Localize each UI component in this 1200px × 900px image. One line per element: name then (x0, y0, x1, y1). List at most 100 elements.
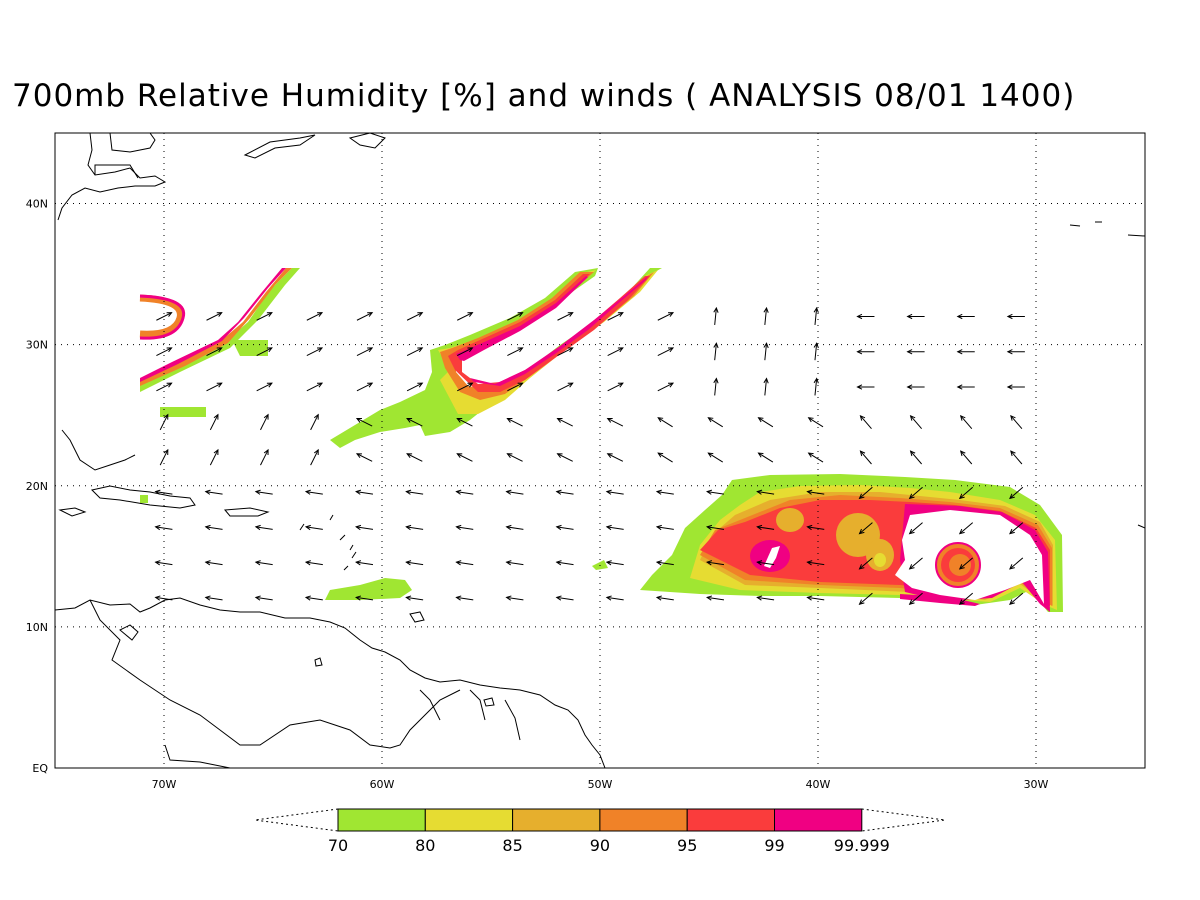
coastline-south-america (119, 624, 139, 641)
wind-arrow (310, 448, 319, 466)
wind-arrow (763, 342, 769, 361)
wind-arrow (405, 560, 424, 566)
wind-arrow (457, 312, 474, 321)
wind-arrow (858, 592, 873, 605)
wind-arrow (1006, 313, 1025, 320)
wind-arrow (958, 486, 974, 500)
dry-spot (764, 546, 780, 568)
wind-arrow (657, 347, 675, 356)
wind-arrow (555, 595, 574, 601)
colorbar-label: 80 (415, 836, 435, 855)
humidity-blob (160, 407, 206, 417)
wind-arrow (256, 347, 273, 356)
wind-arrow (355, 595, 374, 601)
wind-arrow (406, 417, 423, 427)
wind-arrow (555, 560, 574, 566)
wind-arrow (1009, 522, 1024, 535)
wind-arrow (304, 489, 323, 495)
coastline-south-america (55, 597, 606, 768)
wind-arrow (908, 486, 923, 500)
wind-arrow (204, 489, 223, 495)
colorbar: 70 80 85 90 95 99 99.999 (254, 808, 946, 855)
colorbar-swatch (424, 808, 514, 832)
colorbar-extension-left (254, 808, 339, 832)
wind-arrow (1009, 592, 1024, 605)
coastline-azores (1069, 221, 1102, 227)
wind-arrow (756, 595, 775, 601)
wind-arrow (813, 342, 819, 361)
wind-arrow (455, 489, 474, 495)
wind-arrow (507, 312, 524, 321)
wind-arrow (858, 486, 873, 500)
wind-arrow (209, 413, 219, 431)
coastline-islands (299, 514, 357, 571)
wind-arrow (405, 524, 424, 531)
colorbar-label: 99 (764, 836, 784, 855)
wind-arrow (455, 560, 474, 566)
colorbar-swatch (599, 808, 688, 832)
wind-arrow (756, 524, 775, 531)
humidity-blob (949, 554, 971, 576)
coastline-africa (1127, 234, 1145, 529)
wind-arrow (505, 560, 524, 566)
humidity-band (140, 268, 286, 382)
wind-arrow (254, 489, 273, 495)
humidity-band (232, 340, 268, 356)
wind-arrow (806, 524, 825, 531)
wind-arrow (856, 384, 875, 390)
wind-arrow (655, 524, 674, 531)
humidity-blob (325, 578, 412, 600)
lon-tick-label: 50W (588, 778, 613, 791)
wind-arrow (657, 452, 673, 463)
wind-arrow (705, 595, 725, 601)
humidity-band (440, 272, 654, 400)
wind-arrow (456, 453, 473, 462)
humidity-arc (139, 294, 184, 338)
wind-arrow (505, 524, 524, 531)
coastline-bahamas (61, 429, 136, 471)
wind-vectors (154, 306, 1025, 605)
wind-arrow (355, 489, 374, 495)
wind-arrow (355, 417, 373, 427)
wind-arrow (204, 560, 223, 566)
wind-arrow (959, 414, 973, 430)
wind-arrow (606, 417, 624, 427)
wind-arrow (154, 524, 173, 531)
wind-arrow (557, 347, 574, 356)
lat-lon-grid (55, 133, 1145, 768)
wind-arrow (956, 313, 975, 320)
wind-arrow (260, 448, 269, 466)
wind-arrow (906, 384, 925, 390)
wind-arrow (756, 560, 775, 566)
wind-arrow (406, 453, 423, 462)
wind-arrow (254, 524, 273, 531)
wind-arrow (355, 524, 374, 531)
coastline-guiana-borders (419, 689, 521, 741)
wind-arrow (405, 595, 424, 601)
colorbar-label: 95 (677, 836, 697, 855)
wind-arrow (906, 349, 925, 355)
wind-arrow (607, 347, 624, 356)
wind-arrow (204, 524, 223, 531)
wind-arrow (356, 347, 374, 356)
wind-arrow (909, 414, 923, 430)
lon-tick-label: 40W (806, 778, 831, 791)
wind-arrow (908, 522, 923, 535)
humidity-band (140, 268, 300, 392)
wind-arrow (306, 382, 324, 392)
wind-arrow (1006, 384, 1025, 390)
wind-arrow (859, 414, 872, 430)
wind-arrow (256, 312, 273, 321)
humidity-core (776, 508, 804, 532)
wind-arrow (807, 417, 824, 428)
wind-arrow (806, 489, 825, 495)
wind-arrow (260, 413, 269, 431)
colorbar-label: 99.999 (834, 836, 890, 855)
wind-arrow (1009, 557, 1024, 570)
wind-arrow (956, 384, 975, 390)
humidity-blob-ring (935, 542, 981, 588)
wind-arrow (556, 417, 573, 427)
wind-arrow (154, 560, 173, 566)
colorbar-swatch (686, 808, 776, 832)
wind-arrow (406, 347, 424, 356)
